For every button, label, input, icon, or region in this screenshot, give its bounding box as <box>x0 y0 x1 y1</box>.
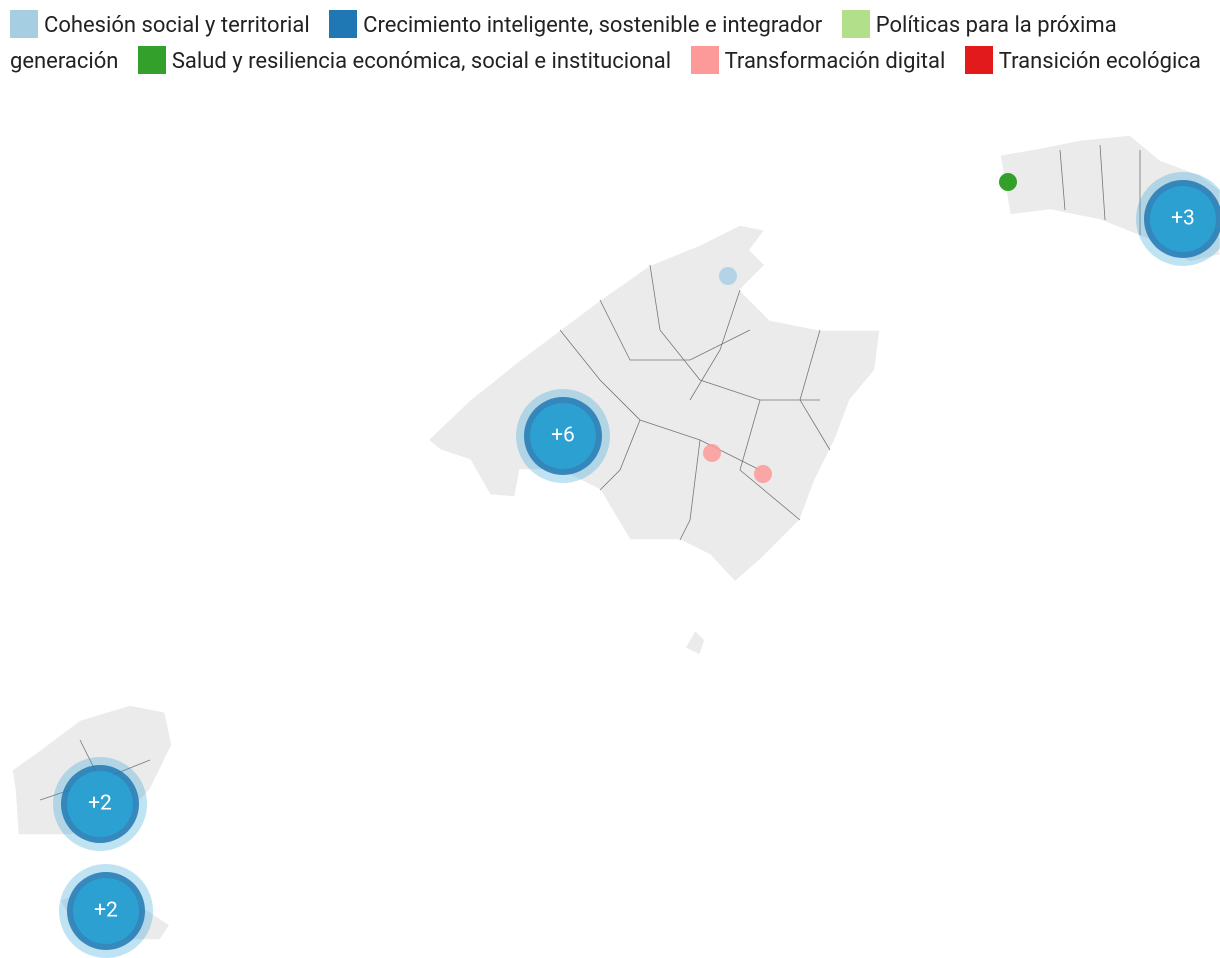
legend-item[interactable]: Crecimiento inteligente, sostenible e in… <box>329 10 823 38</box>
legend-item[interactable]: Salud y resiliencia económica, social e … <box>137 46 672 74</box>
cluster-label: +3 <box>1171 207 1195 231</box>
legend-swatch <box>10 10 38 38</box>
marker[interactable] <box>719 267 737 285</box>
legend-label: Transición ecológica <box>998 49 1201 74</box>
legend-swatch <box>841 10 870 38</box>
legend-label: Transformación digital <box>724 49 946 74</box>
legend-swatch <box>964 46 993 74</box>
cabrera <box>683 628 706 657</box>
cluster-core <box>67 771 133 837</box>
menorca-borders <box>1059 144 1141 235</box>
legend-label: Políticas para la próxima generación <box>10 13 1117 74</box>
cluster-label: +2 <box>88 792 112 816</box>
legend-swatch <box>137 46 166 74</box>
legend-swatch <box>690 46 719 74</box>
legend-label: Cohesión social y territorial <box>44 13 310 38</box>
cluster-label: +2 <box>94 899 118 923</box>
legend-label: Crecimiento inteligente, sostenible e in… <box>363 13 823 38</box>
islands <box>11 134 1220 941</box>
cluster-core <box>530 403 596 469</box>
cluster[interactable]: +2 <box>59 864 153 958</box>
marker[interactable] <box>754 465 772 483</box>
cluster[interactable]: +2 <box>53 757 147 851</box>
legend-item[interactable]: Transformación digital <box>690 46 946 74</box>
municipal-borders <box>559 264 831 541</box>
clusters: +6 +3 +2 +2 <box>53 172 1220 958</box>
legend: Cohesión social y territorial Crecimient… <box>10 8 1215 80</box>
cluster-label: +6 <box>551 424 575 448</box>
cluster-core <box>1150 186 1216 252</box>
cluster[interactable]: +6 <box>516 389 610 483</box>
legend-item[interactable]: Transición ecológica <box>964 46 1201 74</box>
marker[interactable] <box>703 444 721 462</box>
legend-label: Salud y resiliencia económica, social e … <box>171 49 672 74</box>
legend-item[interactable]: Políticas para la próxima generación <box>10 10 1117 74</box>
marker[interactable] <box>999 173 1017 191</box>
legend-item[interactable]: Cohesión social y territorial <box>10 10 310 38</box>
points <box>703 173 1017 483</box>
cluster[interactable]: +3 <box>1136 172 1220 266</box>
legend-swatch <box>329 10 358 38</box>
mallorca <box>426 224 881 584</box>
cluster-core <box>73 878 139 944</box>
